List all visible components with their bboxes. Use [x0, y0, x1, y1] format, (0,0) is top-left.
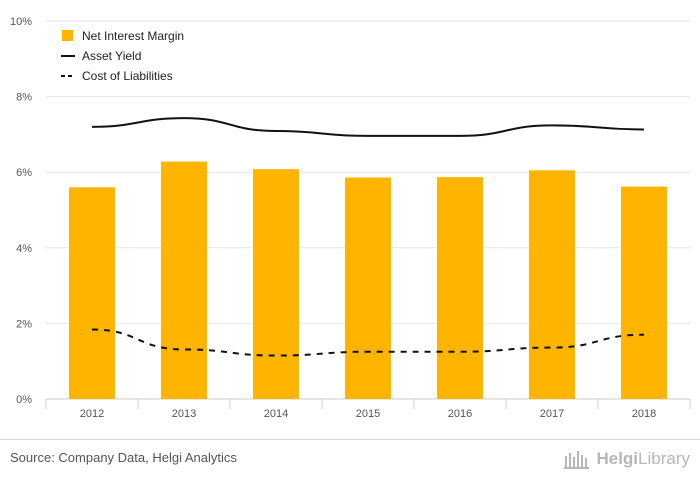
bar-series-net-interest-margin	[69, 161, 667, 399]
line-series	[91, 328, 645, 357]
x-axis-tick-labels: 2012 2013 2014 2015 2016 2017 2018	[80, 408, 656, 420]
source-note: Source: Company Data, Helgi Analytics	[10, 450, 237, 465]
brand-wordmark: HelgiLibrary	[596, 449, 690, 469]
helgi-library-logo: HelgiLibrary	[564, 447, 690, 471]
legend-label: Net Interest Margin	[82, 29, 184, 43]
y-axis-tick-labels: 0% 2% 4% 6% 8% 10%	[10, 16, 32, 406]
y-tick-label: 8%	[16, 92, 32, 104]
line-series	[91, 117, 645, 137]
y-tick-label: 6%	[16, 167, 32, 179]
legend-item: Asset Yield	[61, 49, 141, 63]
bar	[437, 177, 483, 399]
x-tick-label: 2013	[172, 408, 196, 420]
y-tick-label: 10%	[10, 16, 32, 28]
bar	[529, 170, 575, 399]
legend-item: Net Interest Margin	[62, 29, 184, 43]
legend-item: Cost of Liabilities	[61, 69, 173, 83]
bar	[621, 186, 667, 399]
y-tick-label: 0%	[16, 394, 32, 406]
x-tick-label: 2015	[356, 408, 380, 420]
y-tick-label: 2%	[16, 318, 32, 330]
bar	[345, 177, 391, 399]
x-tick-label: 2017	[540, 408, 564, 420]
chart: 0%2%4%6%8%10% 2012 2013 2014 2015 2016 2017 20…	[10, 16, 691, 420]
line-series-group	[91, 117, 645, 357]
x-tick-label: 2016	[448, 408, 472, 420]
bar	[253, 169, 299, 399]
brand-suffix: Library	[638, 449, 690, 468]
legend-swatch	[62, 30, 73, 41]
x-tick-label: 2012	[80, 408, 104, 420]
legend-label: Asset Yield	[82, 49, 141, 63]
chart-legend: Net Interest Margin Asset Yield Cost of Li…	[61, 29, 184, 83]
library-building-icon	[564, 451, 590, 469]
x-tick-label: 2018	[632, 408, 656, 420]
bar	[69, 187, 115, 399]
brand-name: Helgi	[596, 449, 639, 468]
legend-label: Cost of Liabilities	[82, 69, 173, 83]
footer-divider	[0, 439, 700, 440]
bar	[161, 161, 207, 399]
x-tick-label: 2014	[264, 408, 288, 420]
y-tick-label: 4%	[16, 243, 32, 255]
